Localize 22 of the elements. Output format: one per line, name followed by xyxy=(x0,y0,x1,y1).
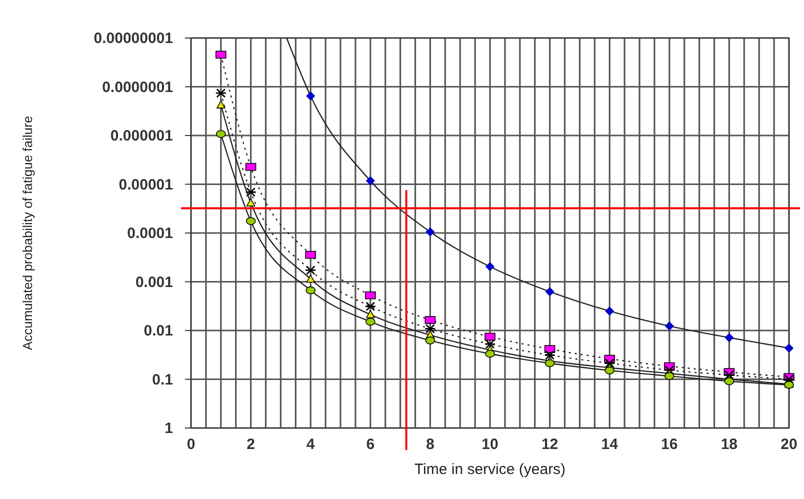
y-tick-label: 0.00001 xyxy=(118,176,173,194)
y-tick-label: 0.001 xyxy=(135,274,173,291)
x-tick-label: 10 xyxy=(482,436,498,453)
x-tick-label: 4 xyxy=(306,436,316,453)
y-tick-label: 0.01 xyxy=(144,322,173,340)
y-tick-label: 0.00000001 xyxy=(94,30,173,47)
y-tick-label: 0.1 xyxy=(152,371,173,388)
x-tick-label: 2 xyxy=(246,436,255,453)
y-tick-label: 0.000001 xyxy=(110,128,173,144)
x-tick-label: 8 xyxy=(426,436,434,453)
x-tick-label: 18 xyxy=(720,436,738,453)
y-tick-label: 0.0001 xyxy=(127,225,173,242)
x-tick-label: 6 xyxy=(366,436,375,453)
x-tick-label: 0 xyxy=(186,436,196,453)
x-tick-label: 20 xyxy=(780,436,798,453)
x-axis-title: Time in service (years) xyxy=(414,461,566,478)
y-tick-label: 0.0000001 xyxy=(102,78,173,96)
x-tick-label: 14 xyxy=(601,436,619,453)
x-tick-label: 12 xyxy=(541,436,558,453)
x-tick-label: 16 xyxy=(661,436,678,453)
y-axis-title: Accumulated probability of fatigue failure xyxy=(20,116,35,350)
y-tick-label: 1 xyxy=(164,420,173,437)
